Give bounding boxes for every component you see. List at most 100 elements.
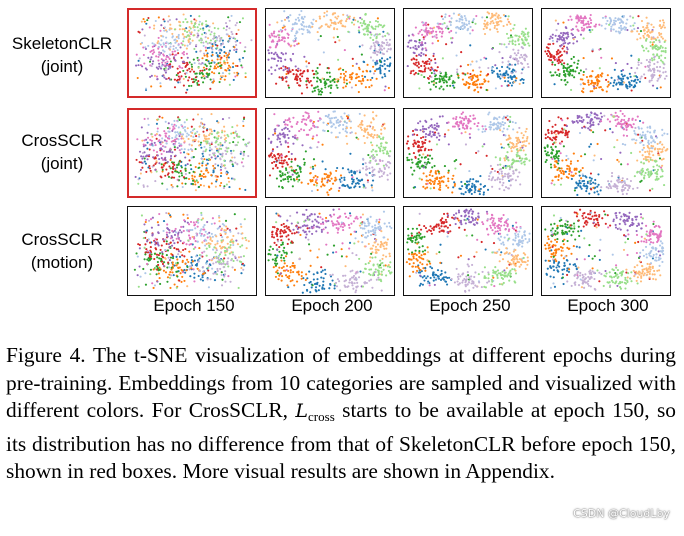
embedding-point: [468, 85, 471, 89]
embedding-point: [238, 60, 242, 63]
embedding-point: [650, 150, 653, 153]
embedding-point: [577, 59, 580, 62]
embedding-point: [424, 60, 427, 64]
embedding-point: [647, 160, 650, 163]
embedding-point: [362, 60, 365, 63]
embedding-point: [337, 21, 340, 24]
embedding-point: [437, 182, 440, 185]
embedding-point: [248, 141, 251, 144]
embedding-point: [435, 33, 438, 36]
embedding-point: [385, 152, 388, 155]
embedding-point: [464, 73, 467, 76]
embedding-point: [203, 123, 206, 126]
embedding-point: [377, 25, 380, 28]
embedding-point: [308, 81, 311, 84]
embedding-point: [545, 154, 549, 157]
embedding-point: [166, 266, 169, 269]
embedding-point: [450, 41, 453, 44]
embedding-point: [460, 180, 463, 184]
embedding-point: [650, 23, 653, 26]
embedding-point: [196, 81, 199, 85]
embedding-point: [141, 166, 144, 169]
embedding-point: [646, 150, 649, 153]
embedding-point: [322, 129, 325, 132]
embedding-point: [574, 187, 577, 190]
embedding-point: [163, 29, 166, 32]
embedding-point: [628, 81, 631, 84]
embedding-point: [550, 146, 553, 149]
embedding-point: [375, 41, 378, 44]
embedding-point: [150, 226, 153, 229]
embedding-point: [371, 179, 375, 182]
embedding-point: [318, 17, 322, 20]
embedding-point: [296, 121, 299, 124]
embedding-point: [138, 31, 141, 34]
embedding-point: [170, 234, 173, 238]
embedding-point: [468, 170, 471, 173]
embedding-point: [595, 87, 598, 90]
embedding-point: [171, 171, 174, 174]
embedding-point: [382, 136, 385, 139]
embedding-point: [302, 158, 305, 161]
embedding-point: [282, 135, 285, 138]
embedding-point: [277, 56, 280, 59]
embedding-point: [203, 54, 206, 57]
embedding-point: [144, 47, 147, 51]
embedding-point: [610, 171, 614, 175]
embedding-point: [307, 62, 311, 65]
embedding-point: [566, 81, 569, 84]
embedding-point: [150, 139, 153, 142]
embedding-point: [505, 32, 509, 36]
embedding-point: [189, 37, 192, 41]
embedding-point: [651, 187, 654, 190]
embedding-point: [184, 247, 187, 251]
embedding-point: [175, 255, 178, 258]
embedding-point: [406, 140, 409, 143]
embedding-point: [280, 156, 283, 159]
embedding-point: [500, 65, 504, 69]
embedding-point: [312, 76, 316, 79]
embedding-point: [167, 261, 170, 264]
embedding-point: [621, 75, 625, 78]
embedding-point: [142, 46, 145, 49]
embedding-point: [225, 171, 228, 175]
embedding-point: [424, 54, 427, 57]
embedding-point: [576, 21, 579, 24]
embedding-point: [272, 133, 275, 136]
embedding-point: [381, 125, 384, 128]
embedding-point: [418, 39, 421, 42]
embedding-point: [458, 127, 461, 131]
embedding-point: [325, 10, 329, 13]
embedding-point: [475, 83, 479, 86]
embedding-point: [234, 161, 237, 164]
embedding-point: [653, 131, 656, 134]
embedding-point: [422, 21, 425, 24]
embedding-point: [630, 89, 633, 92]
embedding-point: [476, 125, 479, 128]
embedding-point: [204, 32, 208, 35]
embedding-point: [176, 261, 179, 264]
embedding-point: [526, 31, 530, 34]
embedding-point: [302, 114, 305, 118]
embedding-point: [217, 62, 220, 65]
embedding-point: [556, 37, 559, 41]
embedding-point: [342, 183, 345, 186]
embedding-point: [561, 47, 564, 50]
embedding-point: [579, 186, 582, 189]
embedding-point: [576, 159, 579, 162]
embedding-point: [169, 23, 172, 26]
embedding-point: [506, 151, 509, 154]
embedding-point: [610, 25, 613, 28]
embedding-point: [499, 143, 503, 146]
embedding-point: [267, 49, 270, 52]
embedding-point: [644, 133, 647, 136]
embedding-point: [513, 74, 516, 77]
embedding-point: [518, 126, 521, 130]
embedding-point: [213, 279, 217, 282]
embedding-point: [372, 148, 375, 151]
embedding-point: [593, 87, 596, 90]
embedding-point: [525, 127, 528, 131]
embedding-point: [579, 15, 582, 18]
embedding-point: [647, 155, 650, 158]
embedding-point: [146, 141, 149, 144]
